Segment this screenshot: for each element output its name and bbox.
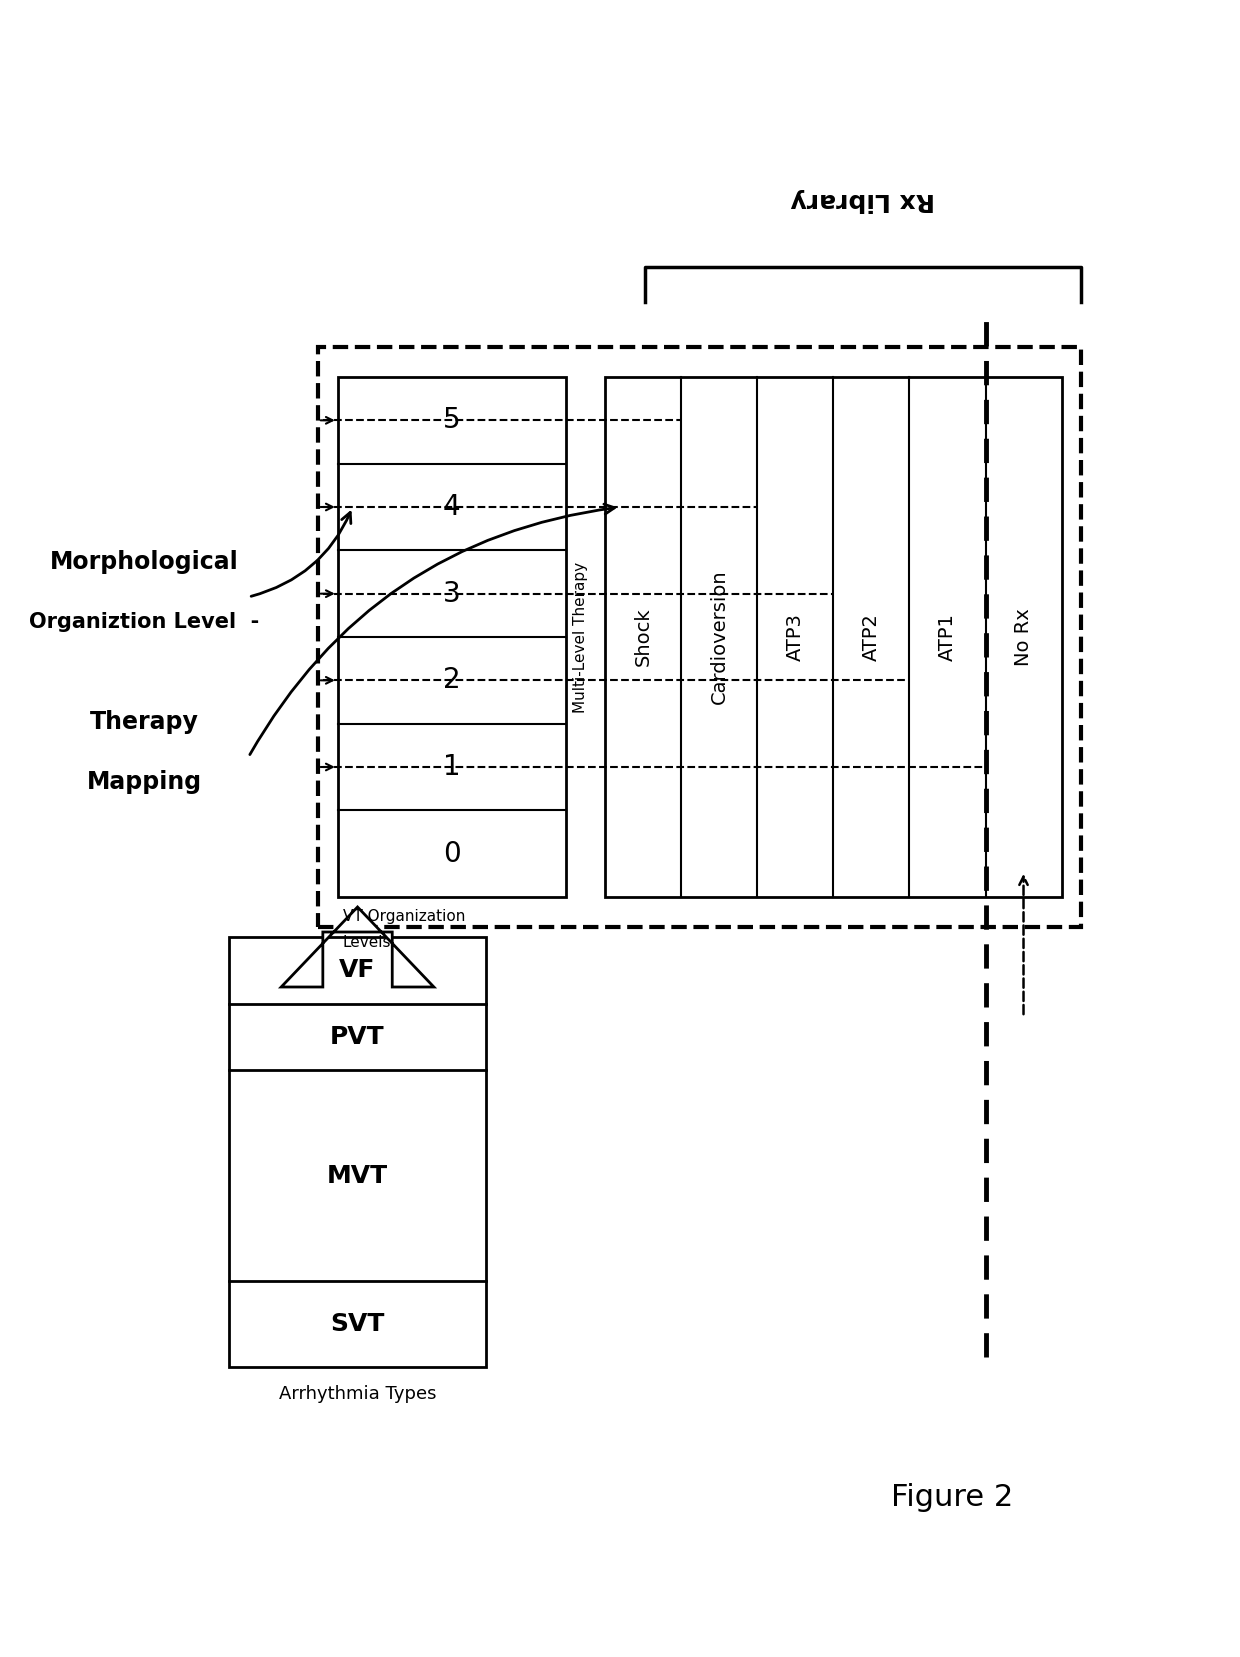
Bar [228,936,486,1367]
Text: VT Organization: VT Organization [342,910,465,925]
Text: No Rx: No Rx [1014,608,1033,666]
Text: PVT: PVT [330,1026,384,1049]
Text: 5: 5 [443,406,460,434]
Text: Mapping: Mapping [87,771,202,794]
Text: Arrhythmia Types: Arrhythmia Types [279,1385,436,1403]
Text: VF: VF [340,958,376,983]
Text: 3: 3 [443,580,460,608]
Text: ATP1: ATP1 [937,613,957,661]
Text: MVT: MVT [327,1163,388,1188]
Text: Morphological: Morphological [50,550,239,573]
Text: Organiztion Level  -: Organiztion Level - [30,611,259,631]
Text: 0: 0 [443,840,460,868]
Bar [337,378,565,896]
Text: ATP3: ATP3 [786,613,805,661]
Text: ATP2: ATP2 [862,613,880,661]
Bar [317,346,1081,926]
Text: Therapy: Therapy [91,709,198,734]
Text: Multi-Level Therapy: Multi-Level Therapy [573,562,588,713]
Polygon shape [281,906,434,988]
Text: Shock: Shock [634,608,653,666]
Text: Levels: Levels [342,935,391,949]
Text: SVT: SVT [330,1312,384,1336]
Text: Rx Library: Rx Library [791,187,935,212]
Text: Cardioversion: Cardioversion [711,570,729,704]
Text: Figure 2: Figure 2 [892,1483,1013,1511]
Text: 1: 1 [443,752,460,780]
Text: 4: 4 [443,494,460,520]
Text: 2: 2 [443,666,460,694]
Bar [605,378,1061,896]
